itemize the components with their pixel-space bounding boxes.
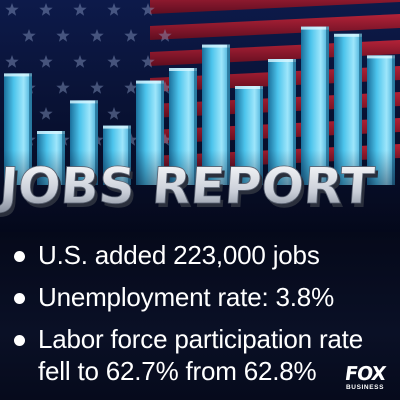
flag-star	[124, 29, 138, 42]
flag-star	[56, 29, 70, 42]
logo-top: FOX	[343, 363, 387, 385]
hero-graphic: JOBS REPORT JOBS REPORT	[0, 0, 400, 235]
bullet-text: Unemployment rate: 3.8%	[38, 282, 334, 312]
flag-stripe	[150, 14, 400, 40]
flag-star	[5, 3, 19, 16]
flag-star	[22, 29, 36, 42]
bullet-dot-icon	[14, 335, 25, 346]
flag-stripe	[150, 0, 400, 14]
bullet-dot-icon	[14, 293, 25, 304]
flag-star	[73, 3, 87, 16]
jobs-report-banner: JOBS REPORT JOBS REPORT	[0, 0, 400, 235]
flag-star	[158, 81, 172, 94]
logo-bottom: BUSINESS	[345, 384, 385, 391]
flag-star	[90, 81, 104, 94]
flag-star	[107, 3, 121, 16]
flag-star	[5, 55, 19, 68]
headline-shadow: JOBS REPORT	[0, 161, 379, 219]
flag-star	[56, 81, 70, 94]
flag-star	[39, 107, 53, 120]
flag-star	[141, 55, 155, 68]
flag-star	[141, 3, 155, 16]
flag-star	[158, 133, 172, 146]
fox-business-logo: FOX BUSINESS	[342, 363, 388, 394]
bullet-dot-icon	[14, 251, 25, 262]
bullet-continuation: fell to 62.7% from 62.8%	[38, 356, 317, 386]
floor-shadow	[0, 150, 400, 235]
flag-star	[107, 55, 121, 68]
flag-star	[158, 29, 172, 42]
headline: JOBS REPORT	[0, 157, 376, 215]
bullet-text: U.S. added 223,000 jobs	[38, 240, 320, 270]
flag-star	[39, 55, 53, 68]
flag-star	[39, 3, 53, 16]
flag-stars	[5, 3, 172, 146]
flag-star	[124, 81, 138, 94]
flag-star	[73, 55, 87, 68]
flag-star	[107, 107, 121, 120]
flag-star	[90, 29, 104, 42]
bullet-list: U.S. added 223,000 jobs Unemployment rat…	[0, 232, 400, 400]
bullet-text: Labor force participation rate	[38, 324, 363, 354]
